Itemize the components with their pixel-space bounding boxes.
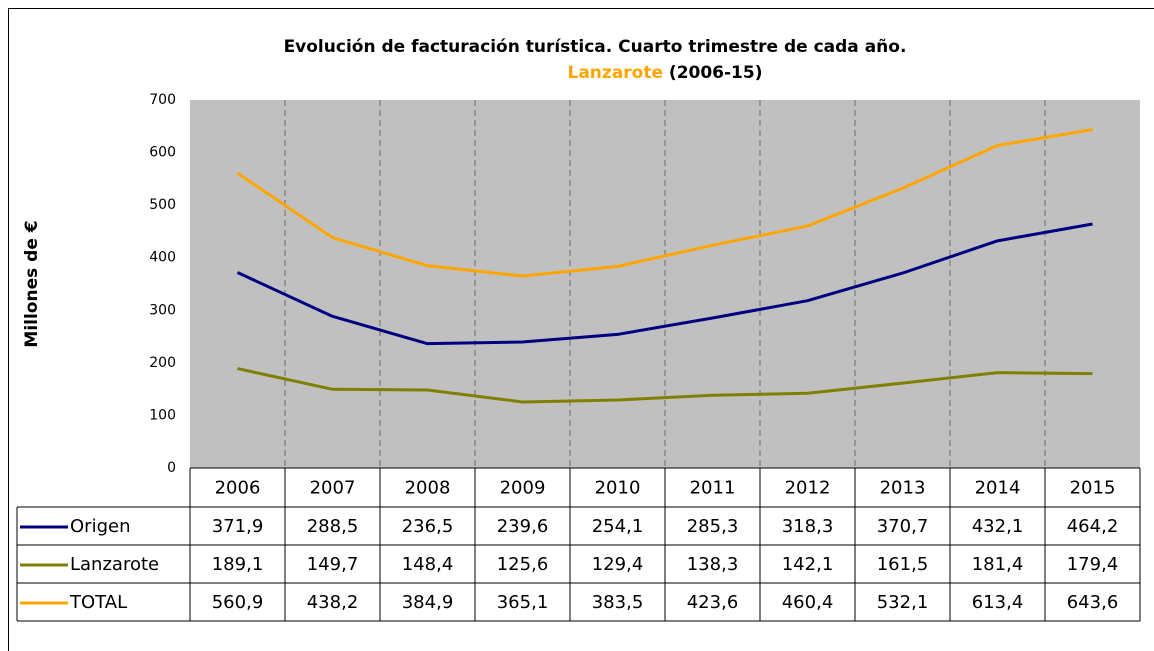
table-value: 254,1: [592, 516, 644, 537]
table-value: 236,5: [402, 516, 454, 537]
legend-label: Origen: [70, 516, 130, 537]
x-tick-label: 2012: [785, 478, 831, 499]
subtitle-highlight: Lanzarote: [568, 63, 664, 83]
x-tick-label: 2007: [310, 478, 356, 499]
x-tick-label: 2009: [500, 478, 546, 499]
table-value: 189,1: [212, 554, 264, 575]
table-value: 423,6: [687, 592, 739, 613]
x-tick-label: 2013: [880, 478, 926, 499]
y-axis-title: Millones de €: [22, 220, 42, 347]
y-tick-label: 400: [149, 250, 176, 266]
table-value: 181,4: [972, 554, 1024, 575]
table-value: 179,4: [1067, 554, 1119, 575]
chart-subtitle: Lanzarote (2006-15): [568, 63, 763, 83]
y-tick-label: 700: [149, 92, 176, 108]
table-value: 142,1: [782, 554, 834, 575]
table-value: 460,4: [782, 592, 834, 613]
subtitle-range: (2006-15): [669, 63, 763, 83]
series-line: [236, 128, 1093, 278]
table-value: 318,3: [782, 516, 834, 537]
table-value: 371,9: [212, 516, 264, 537]
y-tick-label: 600: [149, 145, 176, 161]
x-tick-label: 2015: [1070, 478, 1116, 499]
table-value: 365,1: [497, 592, 549, 613]
table-value: 148,4: [402, 554, 454, 575]
chart-title: Evolución de facturación turística. Cuar…: [284, 37, 907, 57]
table-value: 239,6: [497, 516, 549, 537]
table-value: 149,7: [307, 554, 359, 575]
x-tick-label: 2010: [595, 478, 641, 499]
table-value: 532,1: [877, 592, 929, 613]
legend-label: Lanzarote: [70, 554, 159, 575]
table-value: 129,4: [592, 554, 644, 575]
x-tick-label: 2008: [405, 478, 451, 499]
table-value: 370,7: [877, 516, 929, 537]
table-value: 643,6: [1067, 592, 1119, 613]
y-tick-label: 100: [149, 407, 176, 423]
legend-label: TOTAL: [69, 592, 127, 613]
table-value: 125,6: [497, 554, 549, 575]
x-tick-label: 2011: [690, 478, 736, 499]
table-value: 138,3: [687, 554, 739, 575]
y-tick-label: 500: [149, 197, 176, 213]
table-value: 560,9: [212, 592, 264, 613]
table-value: 438,2: [307, 592, 359, 613]
table-value: 288,5: [307, 516, 359, 537]
table-value: 383,5: [592, 592, 644, 613]
series-line: [236, 222, 1093, 346]
table-value: 432,1: [972, 516, 1024, 537]
table-value: 613,4: [972, 592, 1024, 613]
y-tick-label: 0: [167, 460, 176, 476]
series-line: [237, 367, 1093, 404]
chart-frame: [8, 8, 1154, 651]
y-tick-label: 300: [149, 302, 176, 318]
table-value: 384,9: [402, 592, 454, 613]
x-tick-label: 2006: [215, 478, 261, 499]
table-value: 464,2: [1067, 516, 1119, 537]
x-tick-label: 2014: [975, 478, 1021, 499]
y-tick-label: 200: [149, 355, 176, 371]
table-value: 161,5: [877, 554, 929, 575]
table-value: 285,3: [687, 516, 739, 537]
